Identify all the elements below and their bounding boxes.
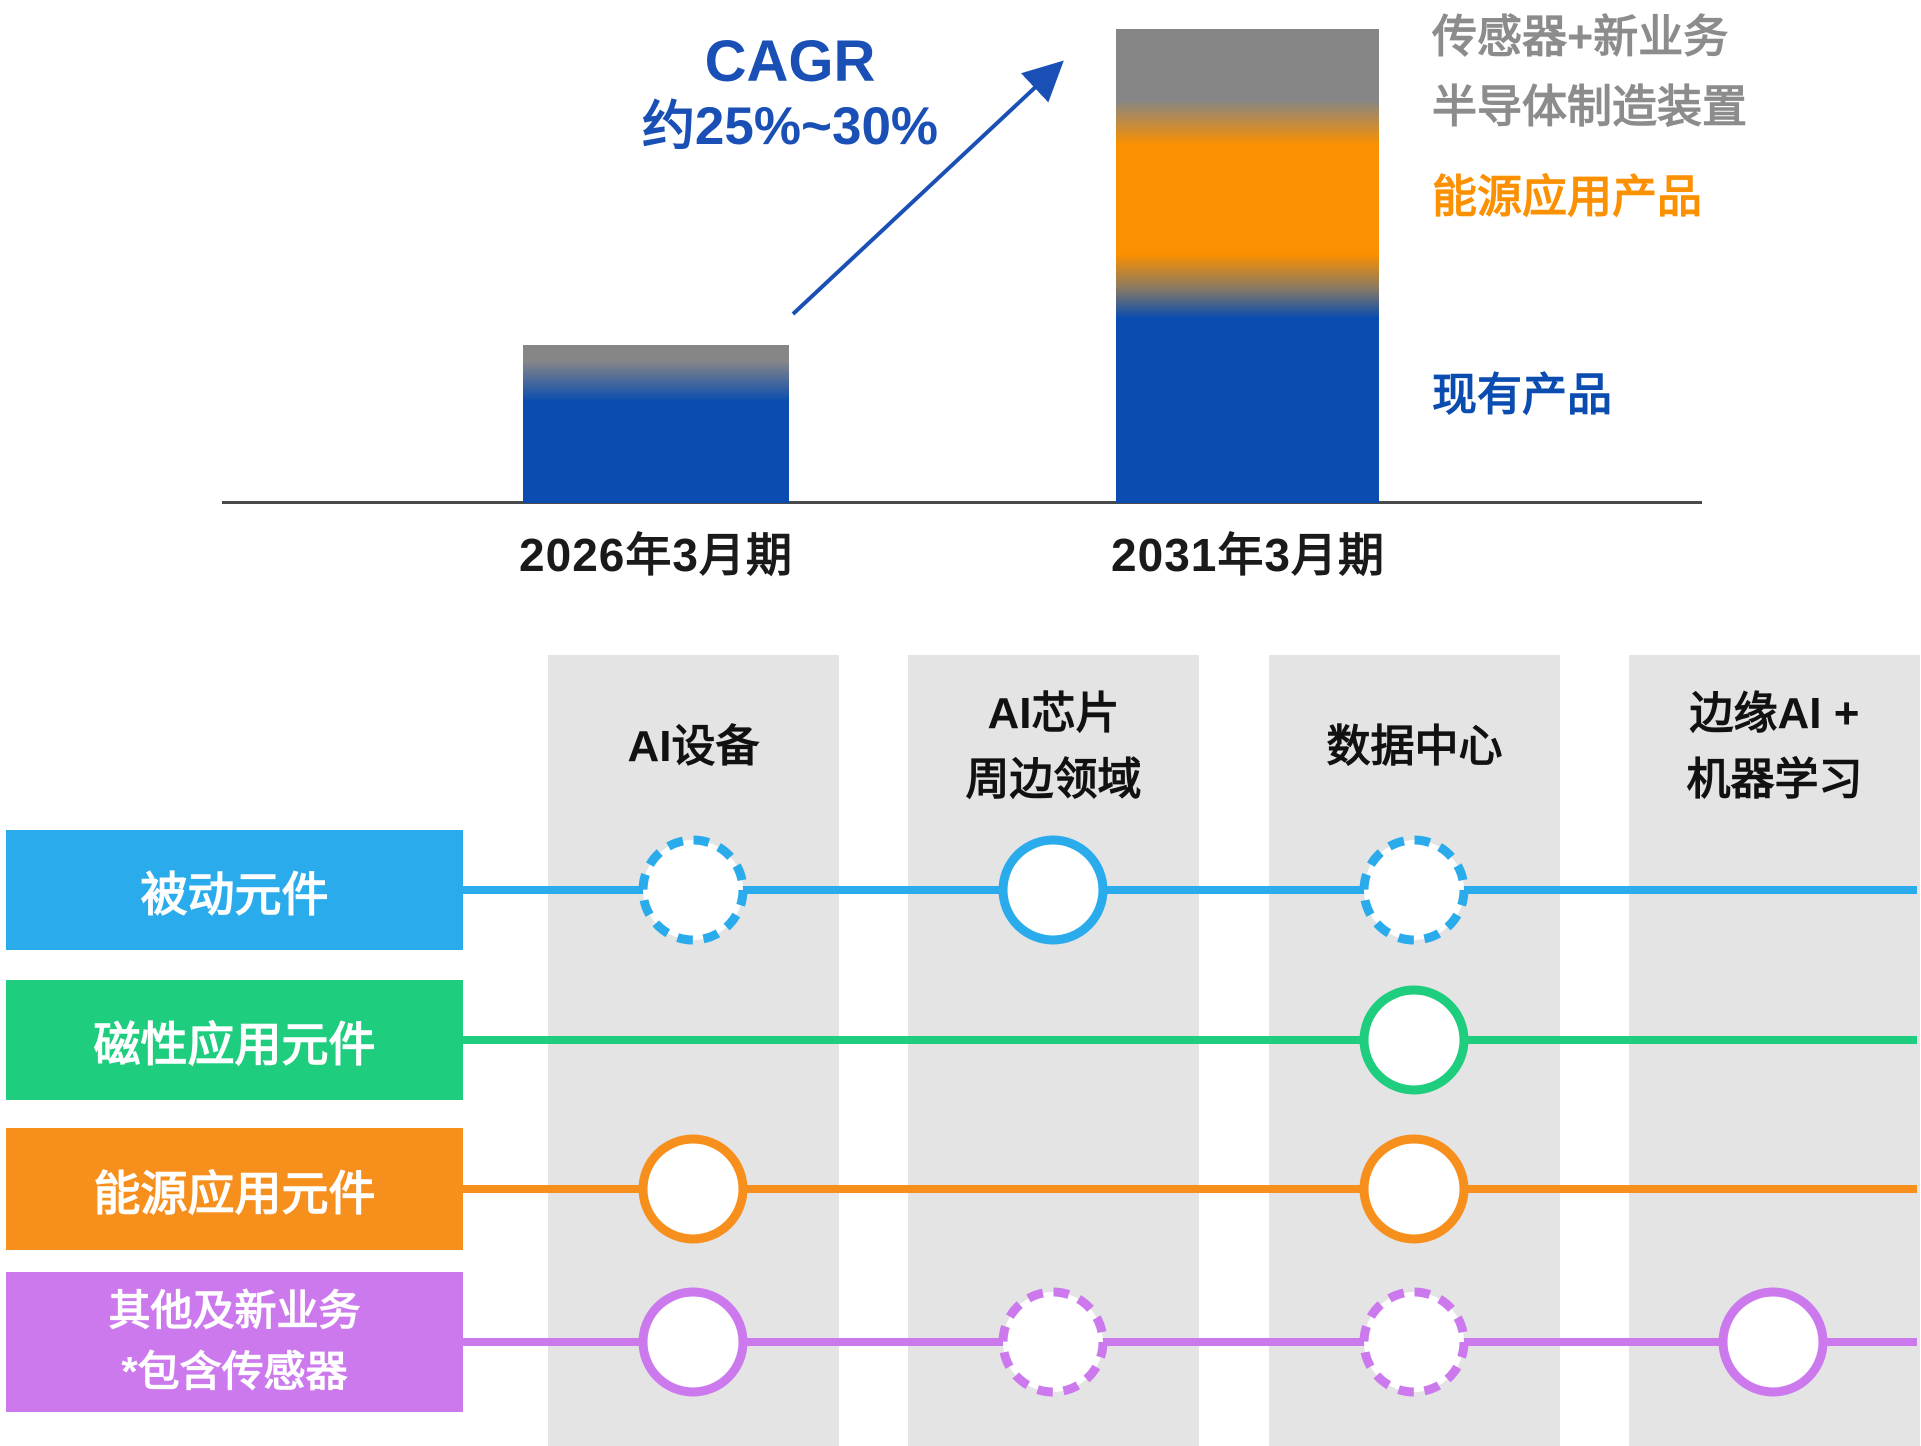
cagr-title: CAGR xyxy=(704,29,876,94)
row-label-other-new-business: 其他及新业务 *包含传感器 xyxy=(6,1272,463,1412)
marker-solid-circle-r4c4 xyxy=(1718,1287,1828,1397)
legend-existing-products: 现有产品 xyxy=(1432,369,1613,420)
row-label-passive-components: 被动元件 xyxy=(6,830,463,950)
marker-solid-circle-r4c1 xyxy=(638,1287,748,1397)
marker-dashed-circle-r1c1 xyxy=(638,835,748,945)
marker-dashed-circle-r4c2 xyxy=(998,1287,1108,1397)
marker-solid-circle-r3c3 xyxy=(1359,1134,1469,1244)
row-line-other-new-business xyxy=(463,1338,1917,1346)
marker-solid-circle-r1c2 xyxy=(998,835,1108,945)
column-header-ai-devices: AI设备 xyxy=(627,722,760,771)
bar-2026 xyxy=(523,345,789,503)
row-line-magnetic-components xyxy=(463,1036,1917,1044)
marker-solid-circle-r3c1 xyxy=(638,1134,748,1244)
column-header-ai-chip: AI芯片 周边领域 xyxy=(965,689,1142,804)
legend-sensor-new-business: 传感器+新业务 半导体制造装置 xyxy=(1432,11,1748,132)
row-line-energy-components xyxy=(463,1185,1917,1193)
cagr-value: 约25%~30% xyxy=(641,96,939,156)
cagr-annotation: CAGR 约25%~30% xyxy=(570,30,1010,160)
bar-2031 xyxy=(1116,29,1379,503)
marker-dashed-circle-r4c3 xyxy=(1359,1287,1469,1397)
bar-label-2026: 2026年3月期 xyxy=(519,529,793,581)
row-label-energy-components: 能源应用元件 xyxy=(6,1128,463,1250)
bar-label-2031: 2031年3月期 xyxy=(1111,529,1385,581)
row-label-magnetic-components: 磁性应用元件 xyxy=(6,980,463,1100)
marker-dashed-circle-r1c3 xyxy=(1359,835,1469,945)
legend-energy-products: 能源应用产品 xyxy=(1432,171,1703,222)
column-header-data-center: 数据中心 xyxy=(1326,722,1503,771)
column-header-edge-ai: 边缘AI + 机器学习 xyxy=(1686,689,1863,804)
row-line-passive-components xyxy=(463,886,1917,894)
baseline-axis xyxy=(222,501,1702,504)
growth-arrow-icon xyxy=(791,60,1064,316)
marker-solid-circle-r2c3 xyxy=(1359,985,1469,1095)
